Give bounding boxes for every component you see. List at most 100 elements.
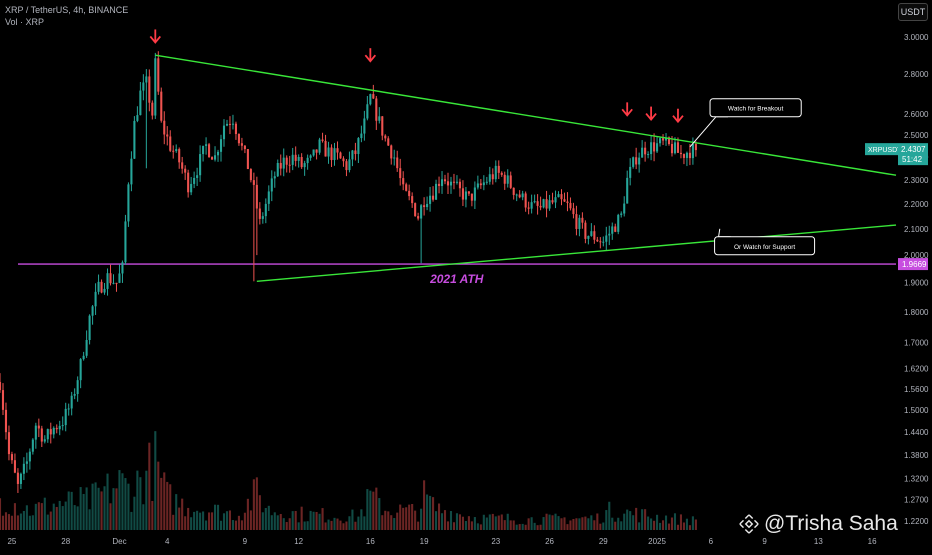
- volume-bar: [348, 516, 351, 530]
- volume-bar: [411, 503, 414, 530]
- candle-body: [216, 151, 220, 156]
- volume-bar: [22, 510, 25, 530]
- volume-bar: [300, 506, 303, 530]
- volume-bar: [133, 496, 136, 530]
- candle-body: [13, 460, 16, 473]
- candle-body: [641, 147, 644, 158]
- candle-body: [154, 58, 157, 116]
- candle-body: [67, 408, 70, 410]
- candle-body: [614, 226, 617, 232]
- candle-body: [440, 179, 444, 186]
- volume-bar: [497, 515, 500, 530]
- volume-bar: [611, 517, 614, 530]
- volume-bar: [270, 515, 273, 530]
- candle-body: [664, 137, 668, 141]
- candle-body: [166, 134, 169, 137]
- volume-bar: [58, 500, 61, 530]
- candle-body: [184, 168, 187, 173]
- volume-bar: [417, 521, 420, 530]
- volume-bar: [578, 518, 581, 530]
- volume-bar: [252, 479, 255, 530]
- candle-body: [617, 214, 620, 232]
- arrow-head: [621, 108, 633, 117]
- volume-bar: [626, 509, 629, 530]
- candle-body: [524, 193, 527, 208]
- candle-body: [661, 138, 665, 141]
- volume-bar: [393, 518, 396, 530]
- volume-bar: [473, 517, 476, 530]
- currency-button[interactable]: USDT: [898, 3, 928, 21]
- candle-body: [650, 142, 653, 155]
- volume-bar: [187, 507, 190, 530]
- volume-bar: [216, 504, 220, 530]
- y-tick-label: 1.3800: [904, 451, 929, 460]
- x-tick-label: 16: [868, 537, 877, 546]
- volume-bar: [500, 514, 503, 530]
- candle-body: [405, 184, 408, 191]
- candle-body: [548, 200, 551, 209]
- candle-body: [100, 281, 103, 293]
- volume-bar: [426, 494, 429, 530]
- down-arrow-icon: [672, 108, 684, 124]
- volume-bar: [656, 514, 659, 530]
- volume-bar: [470, 521, 473, 530]
- candle-body: [679, 152, 683, 155]
- down-arrow-icon: [364, 48, 377, 63]
- candle-body: [70, 395, 73, 409]
- candle-body: [258, 208, 261, 219]
- price-axis: 3.00002.80002.60002.50002.40002.30002.20…: [904, 33, 929, 526]
- volume-bar: [130, 511, 133, 530]
- volume-bar: [157, 461, 160, 530]
- volume-bar: [614, 521, 617, 530]
- volume-bar: [629, 511, 632, 530]
- volume-bar: [148, 442, 151, 530]
- candle-body: [479, 183, 482, 186]
- volume-bar: [375, 487, 378, 530]
- candle-body: [249, 169, 252, 181]
- volume-bar: [225, 511, 229, 530]
- volume-bar: [667, 523, 671, 530]
- candle-body: [0, 381, 2, 391]
- candle-body: [264, 203, 267, 217]
- volume-bar: [228, 510, 232, 530]
- candle-body: [536, 201, 539, 206]
- x-tick-label: 25: [7, 537, 16, 546]
- y-tick-label: 1.2200: [904, 517, 929, 526]
- candle-body: [291, 154, 294, 165]
- candle-body: [494, 165, 497, 180]
- down-arrow-icon: [149, 29, 161, 44]
- volume-bar: [617, 517, 620, 530]
- volume-bar: [623, 513, 626, 530]
- volume-bar: [285, 522, 288, 530]
- candle-body: [213, 155, 217, 160]
- down-arrow-icon: [645, 106, 657, 121]
- volume-bar: [288, 518, 291, 530]
- volume-bar: [193, 511, 196, 530]
- y-tick-label: 1.6200: [904, 364, 929, 373]
- candle-body: [276, 162, 279, 177]
- volume-bar: [345, 521, 348, 530]
- x-tick-label: 23: [491, 537, 500, 546]
- candle-body: [578, 217, 581, 229]
- callout-box: [714, 236, 816, 256]
- volume-bar: [560, 518, 563, 530]
- candle-body: [608, 233, 611, 236]
- volume-bar: [452, 522, 456, 530]
- candle-body: [673, 142, 677, 154]
- volume-bar: [318, 513, 321, 530]
- candle-body: [193, 177, 196, 184]
- x-tick-label: 6: [709, 537, 714, 546]
- volume-bar: [330, 520, 333, 530]
- candle-body: [64, 408, 67, 426]
- candle-body: [635, 157, 638, 165]
- candle-body: [1, 390, 5, 410]
- volume-bar: [596, 513, 599, 530]
- volume-bar: [109, 503, 112, 530]
- volume-bar: [551, 515, 554, 530]
- volume-bar: [55, 506, 58, 530]
- volume-bar: [354, 521, 357, 530]
- volume-bar: [593, 520, 596, 530]
- price-tag-value: 2.4307: [901, 145, 926, 154]
